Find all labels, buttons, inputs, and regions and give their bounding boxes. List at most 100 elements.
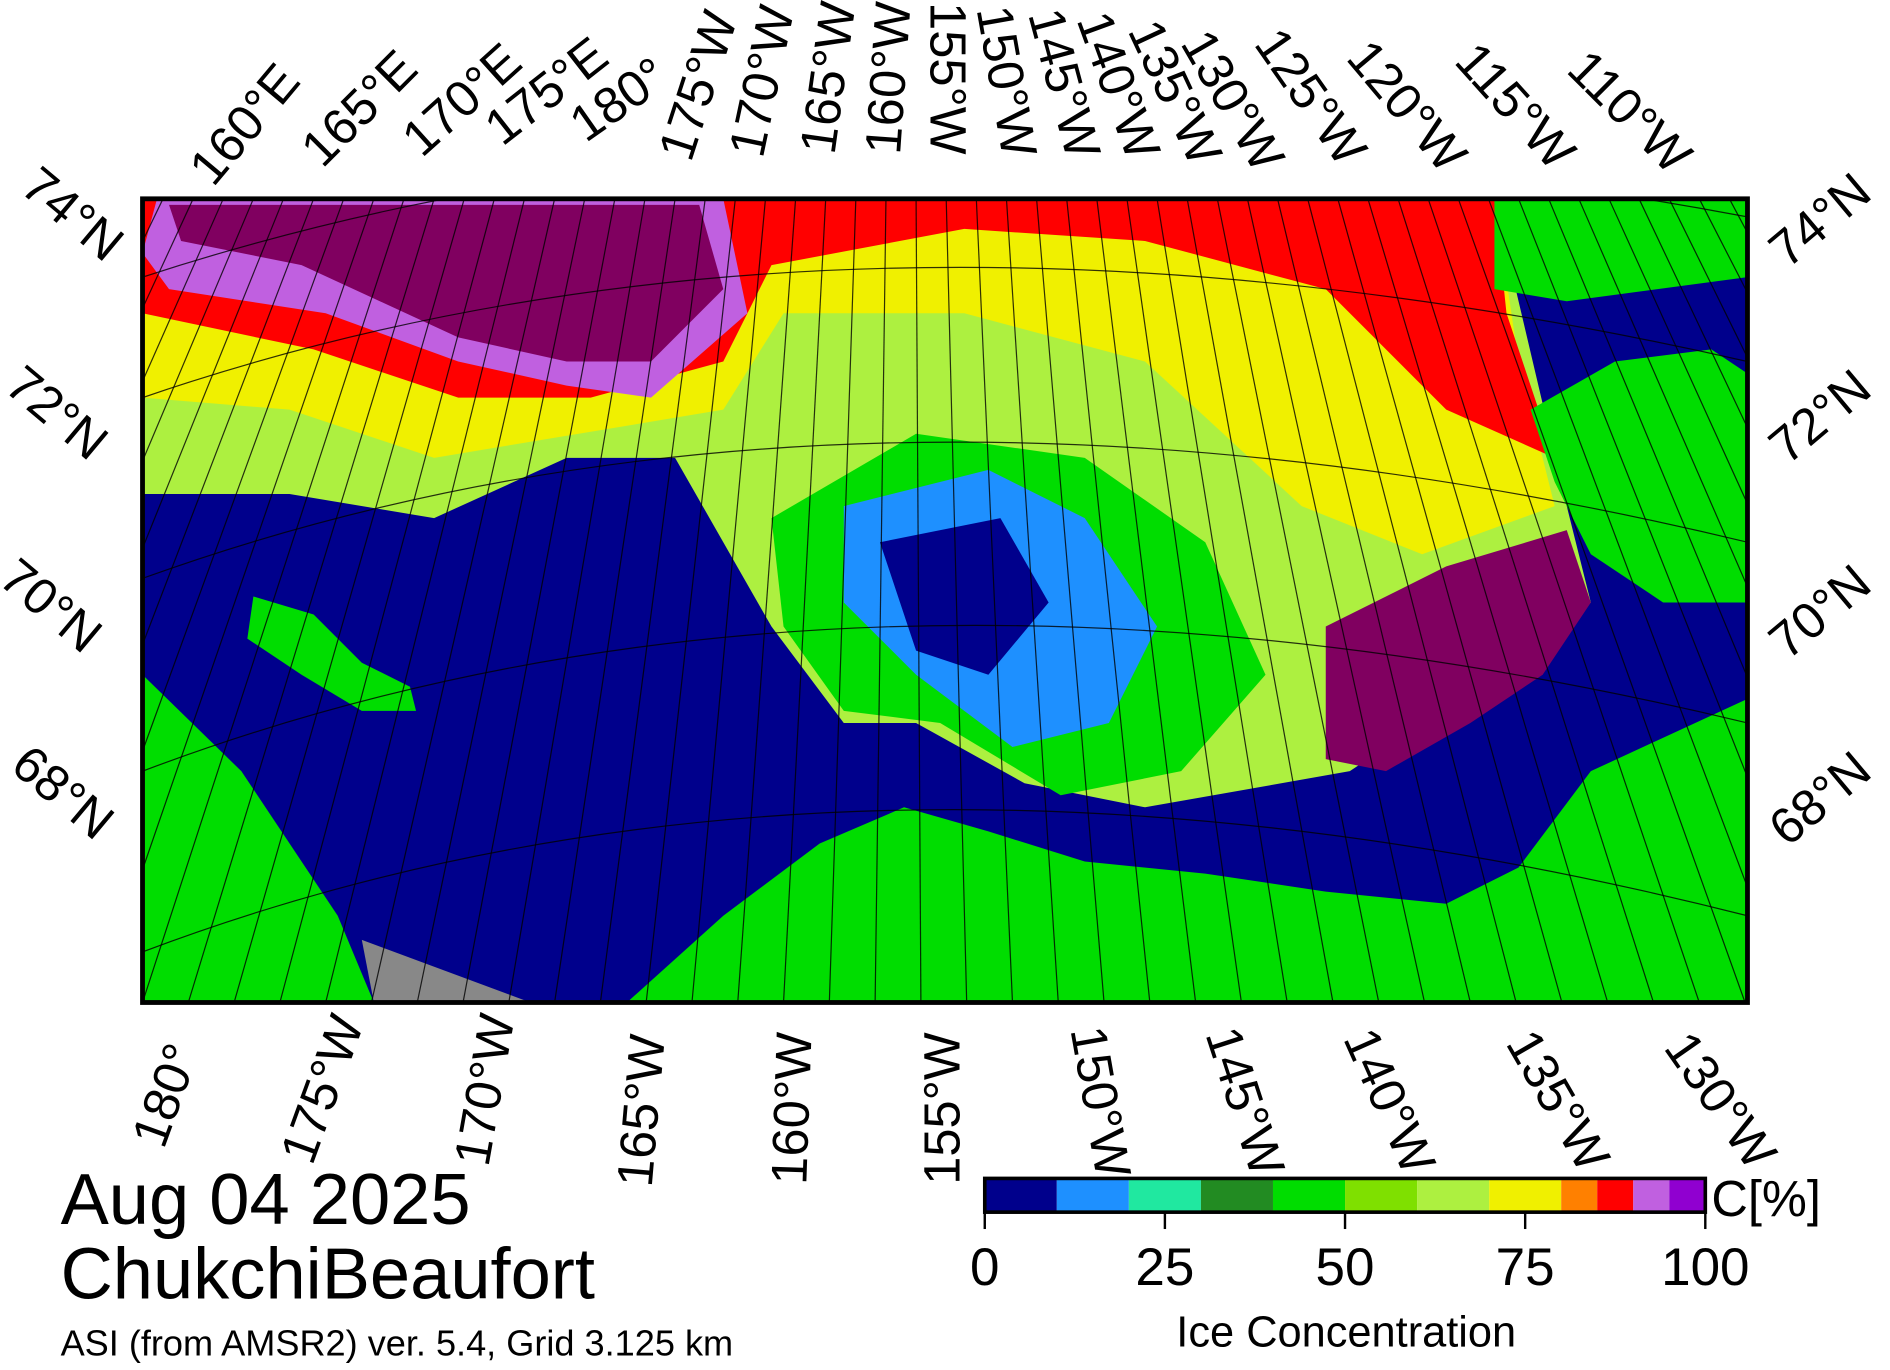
lat-label: 70°N (1758, 553, 1881, 669)
ice-full (169, 204, 724, 362)
colorbar-tick-label: 100 (1661, 1238, 1749, 1297)
lon-label: 180° (120, 1036, 209, 1154)
lon-label: 155°W (919, 2, 976, 155)
meridian (945, 198, 968, 1003)
meridian (1638, 198, 1748, 430)
lon-label: 130°W (1654, 1021, 1788, 1179)
land-banks-island (1530, 349, 1748, 603)
lat-label: 72°N (0, 354, 119, 470)
meridian (828, 198, 857, 1003)
colorbar-segment (984, 1178, 1057, 1213)
meridian (645, 198, 736, 1003)
meridian (508, 198, 646, 1003)
meridian (1548, 198, 1748, 680)
colorbar-segment (1272, 1178, 1346, 1213)
meridian (142, 198, 254, 463)
meridian (142, 198, 405, 1003)
meridian (1307, 198, 1517, 1003)
lon-label: 115°W (1445, 31, 1587, 180)
meridian (142, 198, 285, 550)
colorbar-tick-label: 0 (970, 1238, 999, 1297)
meridian (1035, 198, 1105, 1003)
colorbar-segment (1489, 1178, 1562, 1213)
colorbar-tick-label: 50 (1316, 1238, 1375, 1297)
meridian (1427, 198, 1700, 1003)
lon-label: 160°W (854, 0, 922, 156)
map-area (142, 198, 1748, 1003)
meridian (416, 198, 586, 1003)
graticule (142, 809, 1748, 953)
lon-label: 175°W (269, 1007, 375, 1170)
colorbar: 0 25 50 75 100 (970, 1176, 1750, 1297)
meridian (1487, 198, 1748, 889)
meridian (1517, 198, 1748, 779)
meridian (1005, 198, 1059, 1003)
colorbar-tick-label: 25 (1135, 1238, 1194, 1297)
colorbar-segment (1633, 1178, 1670, 1213)
lon-label: 160°E (178, 53, 311, 196)
lat-label: 74°N (11, 156, 134, 272)
graticule (142, 441, 1748, 579)
lon-label: 170°W (443, 1010, 526, 1170)
lat-label: 72°N (1758, 358, 1881, 474)
meridian (782, 198, 827, 1003)
lon-label: 140°W (1333, 1020, 1447, 1183)
meridian (1367, 198, 1609, 1003)
meridian (142, 198, 224, 383)
date-title: Aug 04 2025 (61, 1160, 471, 1240)
lon-label: 120°W (1336, 29, 1478, 183)
lon-label: 150°W (1060, 1022, 1143, 1182)
lon-label: 145°W (1195, 1020, 1296, 1183)
lat-label: 74°N (1758, 162, 1881, 278)
land-wrangel (247, 596, 417, 711)
meridian (1096, 198, 1197, 1003)
lon-label: 135°W (1495, 1020, 1621, 1181)
ice-full-east (1325, 530, 1591, 772)
meridian (1216, 198, 1380, 1003)
meridian (1608, 198, 1748, 506)
meridian (1668, 198, 1748, 359)
graticule (142, 198, 1748, 278)
meridian (1457, 198, 1746, 1003)
graticule (142, 624, 1748, 772)
lat-label: 68°N (2, 734, 125, 850)
region-title: ChukchiBeaufort (61, 1235, 595, 1315)
meridian (599, 198, 706, 1003)
meridian (737, 198, 797, 1003)
land-chukotka (142, 674, 374, 1003)
meridian (142, 198, 345, 753)
meridian (1066, 198, 1151, 1003)
open-patch (879, 518, 1049, 675)
colorbar-segment (1345, 1178, 1418, 1213)
colorbar-segment (1669, 1178, 1706, 1213)
meridian (1156, 198, 1288, 1003)
meridian (1246, 198, 1426, 1003)
meridian (874, 198, 887, 1003)
lat-label: 70°N (0, 547, 113, 663)
colorbar-segment (1417, 1178, 1490, 1213)
map-frame (140, 196, 1750, 1005)
colorbar-segment (1128, 1178, 1201, 1213)
meridian (691, 198, 767, 1003)
colorbar-segment (1597, 1178, 1634, 1213)
lon-label: 165°E (290, 39, 428, 177)
meridian (1337, 198, 1563, 1003)
colorbar-segment (1200, 1178, 1273, 1213)
meridian (1578, 198, 1748, 589)
meridian (1126, 198, 1243, 1003)
meridian (142, 198, 315, 647)
colorbar-segment (1056, 1178, 1129, 1213)
meridian (554, 198, 676, 1003)
colorbar-segment (1561, 1178, 1598, 1213)
lon-label: 160°W (760, 1031, 822, 1186)
lon-label: 155°W (914, 1032, 971, 1185)
lon-label: 165°W (606, 1032, 676, 1189)
land-archipelago (1494, 198, 1748, 302)
colorbar-label: Ice Concentration (1176, 1309, 1516, 1357)
meridian (233, 198, 465, 1003)
lon-label: 110°W (1557, 39, 1703, 185)
land-alaska (626, 698, 1748, 1003)
meridian (1186, 198, 1334, 1003)
meridian (370, 198, 556, 1003)
